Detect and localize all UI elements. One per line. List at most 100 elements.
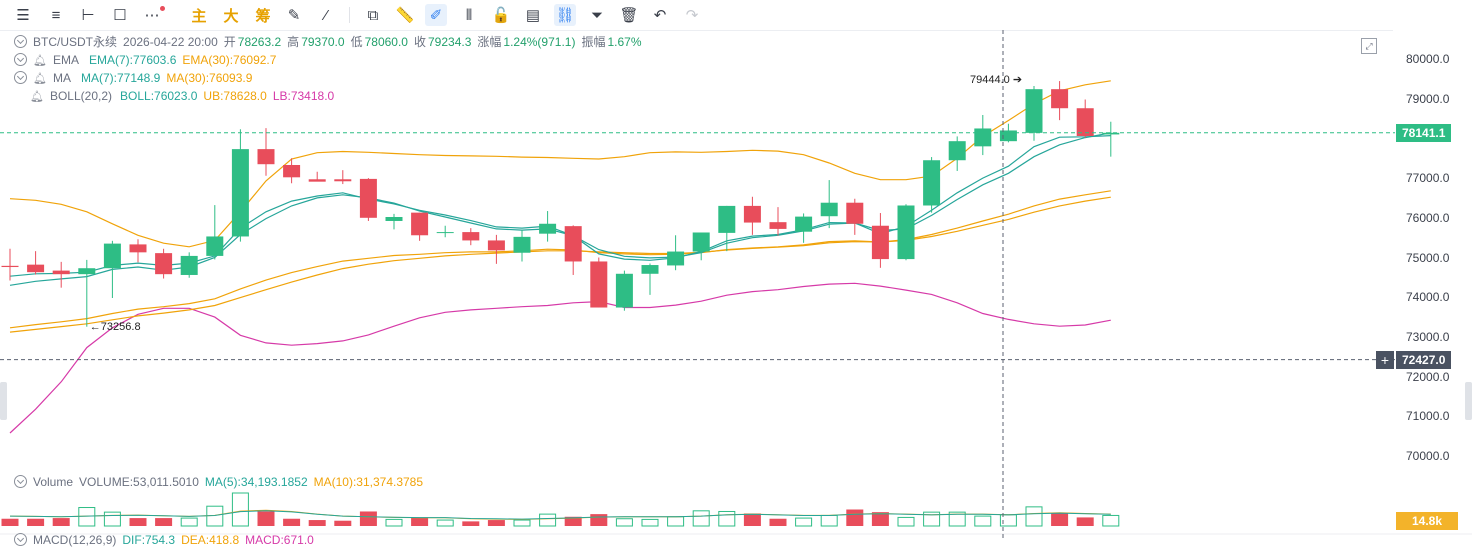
horizontal-line-icon[interactable]: ⊢ [81,7,95,24]
price-chart[interactable] [0,30,1472,540]
volume-bar [129,518,147,526]
collapse-icon[interactable] [14,475,27,488]
volume-bar [487,520,505,526]
candles-icon[interactable]: ⫴ [465,6,473,24]
volume-bar [436,519,454,527]
candle [257,128,275,176]
crosshair-plus-button[interactable]: + [1376,350,1394,369]
price-axis-label: 73000.0 [1406,329,1450,344]
open-label: 开 [223,35,236,49]
crosshair-price-tag: 72427.0 [1396,350,1452,369]
volume-bar [923,511,941,527]
volume-ma5-line [9,510,1111,520]
volume-bars [0,492,1472,535]
drawing-toolbar: ☰ ≡ ⊢ ☐ ⋯ 主 大 筹 ✎ ⁄ ⧉ 📏 ✐ ⫴ 🔓 ▤ ⛓ ⏷ 🗑 ↶ … [0,0,1472,31]
candle-body [692,232,710,252]
left-panel-handle[interactable] [0,382,7,420]
collapse-icon[interactable] [14,53,27,66]
volume-bar [52,518,70,526]
volume-bar [27,518,45,526]
dea-value: DEA:418.8 [181,533,240,547]
volume-bar [1025,506,1043,527]
link-icon[interactable]: ⛓ [554,4,576,26]
candle [718,205,736,252]
bell-icon[interactable]: 🔔︎ [33,55,47,67]
candle-time: 2026-04-22 20:00 [123,35,218,49]
indicator-settings-icon[interactable]: ☰ [16,7,30,24]
ema7-line [9,135,1111,277]
ohlc-legend: BTC/USDT永续 2026-04-22 20:00 开 78263.2 高 79370… [14,34,648,50]
candle-body [615,273,633,308]
chip-distribution-button[interactable]: 筹 [255,7,271,25]
volume-bar [692,510,710,527]
volume-bar [231,492,249,527]
volume-bar [1102,514,1120,527]
volume-tag: 14.8k [1396,512,1458,530]
high-annotation-value: 79444.0 [970,74,1010,87]
candle-body [1025,89,1043,133]
right-panel-handle[interactable] [1465,382,1472,420]
candle [462,228,480,246]
edit-list-icon[interactable]: ▤ [525,7,541,24]
ema-name: EMA [52,53,79,67]
candle-body [257,149,275,165]
candle-body [1102,132,1120,135]
boll-mid-value: BOLL:76023.0 [120,89,198,103]
candle-body [974,128,992,147]
main-indicator-button[interactable]: 主 [191,7,207,25]
fullscreen-icon[interactable]: ⤢ [1361,38,1377,54]
large-order-button[interactable]: 大 [223,7,239,25]
trash-icon[interactable]: 🗑 [619,7,639,24]
boll-bands [9,80,1111,434]
magnet-pen-icon[interactable]: ✐ [425,4,447,26]
notification-dot [160,6,165,11]
open-value: 78263.2 [237,35,282,49]
undo-icon[interactable]: ↶ [653,7,667,24]
candle-body [27,264,45,273]
rectangle-icon[interactable]: ☐ [113,7,127,24]
volume-bar [411,517,429,526]
candle-body [667,251,685,266]
macd-name: MACD(12,26,9) [33,533,117,547]
price-axis-label: 70000.0 [1406,449,1450,463]
candle [180,252,198,278]
filter-icon[interactable]: ⏷ [590,6,603,24]
copy-icon[interactable]: ⧉ [367,6,379,24]
candle-body [564,226,582,262]
volume-bar [1,518,19,526]
menu-icon[interactable]: ≡ [51,6,61,24]
candle [743,196,761,235]
change-value: 1.24%(971.1) [503,35,576,49]
moving-average-lines [9,132,1111,333]
collapse-icon[interactable] [14,35,27,48]
candle [1076,99,1094,138]
brush-icon[interactable]: ⁄ [324,6,328,24]
lock-icon[interactable]: 🔓 [491,7,511,24]
price-axis-bg [1393,30,1472,540]
bell-icon[interactable]: 🔔︎ [30,91,44,103]
volume-legend: Volume VOLUME:53,011.5010 MA(5):34,193.185… [14,474,429,490]
more-icon[interactable]: ⋯ [144,7,160,24]
volume-bar [539,513,557,527]
collapse-icon[interactable] [14,71,27,84]
price-axis-label: 80000.0 [1406,52,1450,66]
ruler-icon[interactable]: 📏 [395,7,415,24]
candle-body [1076,108,1094,137]
edit-draw-icon[interactable]: ✎ [287,7,301,24]
candle-body [103,243,121,269]
bell-icon[interactable]: 🔔︎ [33,73,47,85]
candle [871,213,889,268]
volume-bar [615,518,633,527]
ma30-value: MA(30):76093.9 [166,71,253,85]
candle-body [820,202,838,217]
candle-body [462,232,480,241]
candle [1102,121,1120,157]
volume-bar [155,518,173,526]
close-label: 收 [413,35,426,49]
price-axis-label: 72000.0 [1406,369,1450,384]
boll-lb-value: LB:73418.0 [272,89,335,103]
candle [103,240,121,298]
candle [283,158,301,184]
ema7-value: EMA(7):77603.6 [88,53,177,67]
redo-icon[interactable]: ↷ [685,7,699,24]
